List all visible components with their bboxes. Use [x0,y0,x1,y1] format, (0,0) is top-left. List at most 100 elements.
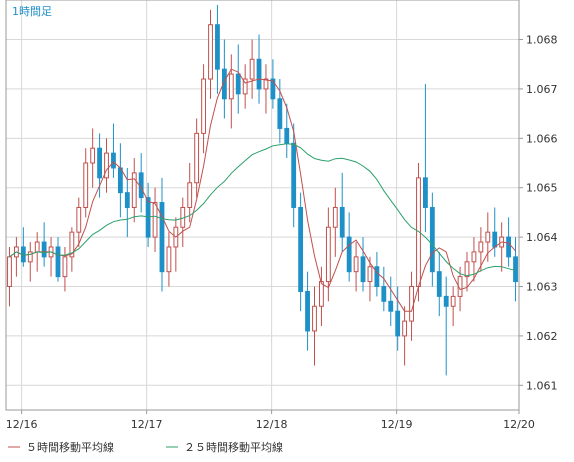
candle-body-up [228,73,234,100]
x-tick-label: 12/17 [131,418,163,431]
x-tick-label: 12/18 [256,418,288,431]
candle-body-down [284,127,290,144]
candle-body-up [242,78,248,95]
candle-body-up [402,320,408,337]
candle-body-down [305,290,310,332]
candle-body-down [124,192,130,208]
candle-body-up [319,281,324,307]
candle [7,246,12,307]
y-tick-label: 1.062 [526,330,558,343]
candle-body-down [291,142,297,208]
candle-body-down [111,152,116,169]
candle-body-down [506,236,512,258]
candle [291,123,297,228]
candle [256,34,262,104]
candle [159,177,165,292]
candle [41,222,47,267]
candle-body-down [215,24,220,70]
candle-body-down [388,300,394,312]
candle-body-up [131,172,137,208]
candle [90,128,96,188]
candle [298,192,304,312]
candle [339,172,345,252]
candle [277,79,283,144]
candle-body-down [298,206,304,292]
candle-body-up [353,256,359,273]
candle [346,212,352,282]
candle-body-down [256,58,262,90]
candle-body-up [152,202,158,238]
candle-body-up [208,24,213,80]
candle [429,192,435,287]
candle [353,242,359,292]
x-tick-label: 12/20 [503,418,535,431]
candle [235,44,241,114]
candle-body-up [201,78,206,134]
candle [305,271,310,351]
candle [284,103,290,159]
candle [194,118,200,198]
candle [83,148,89,218]
candle [360,237,366,292]
ma25-line [9,143,516,277]
candle-body-up [104,152,109,179]
y-tick-label: 1.061 [526,379,558,392]
candle [215,4,220,94]
candle [325,207,331,302]
candle [76,197,82,247]
candle [221,39,227,119]
candle-body-up [409,286,414,322]
candle [111,123,116,178]
candle-body-down [513,256,518,283]
candle-body-up [312,305,317,332]
timeframe-label: 1時間足 [12,5,52,18]
candle-body-down [221,68,227,100]
candle [464,251,470,292]
candle [249,39,255,99]
y-tick-label: 1.064 [526,231,558,244]
y-tick-label: 1.068 [526,34,558,47]
candle-body-down [97,147,102,179]
ma5-line [9,68,516,312]
moving-average-lines [9,68,516,312]
candle [104,138,109,193]
x-tick-label: 12/19 [381,418,413,431]
candle-body-down [423,177,428,208]
candle-body-down [374,266,380,288]
candle [395,286,401,351]
candle-body-up [62,256,68,278]
candle [201,64,206,154]
candle-body-up [90,147,96,164]
y-axis: 1.068 1.067 1.066 1.065 1.064 1.063 1.062 1.061 [519,34,558,392]
candle-body-up [27,251,33,263]
candle [270,59,276,109]
candle-body-up [83,162,89,208]
candle [55,237,61,282]
candle-body-up [34,241,40,253]
y-tick-label: 1.066 [526,132,558,145]
candle [423,83,428,233]
candle-body-up [464,261,470,278]
candle-body-down [277,98,283,129]
candle-body-up [332,206,338,228]
candle [131,158,137,223]
candle-body-up [478,241,484,253]
x-axis: 12/16 12/17 12/18 12/19 12/20 [6,410,535,431]
y-tick-label: 1.067 [526,83,558,96]
candle-body-down [41,241,47,258]
candle [242,64,248,109]
candle-body-up [471,251,477,263]
candle-body-up [194,132,200,184]
candle [27,242,33,282]
candle-body-up [249,58,255,80]
candle-body-up [450,295,456,307]
candle [402,306,408,366]
candle [263,64,269,114]
candle-body-down [360,256,366,283]
candle [478,227,484,272]
candle-body-up [325,226,331,283]
candle-body-down [436,271,442,297]
candle [374,251,380,297]
candle [388,276,394,327]
